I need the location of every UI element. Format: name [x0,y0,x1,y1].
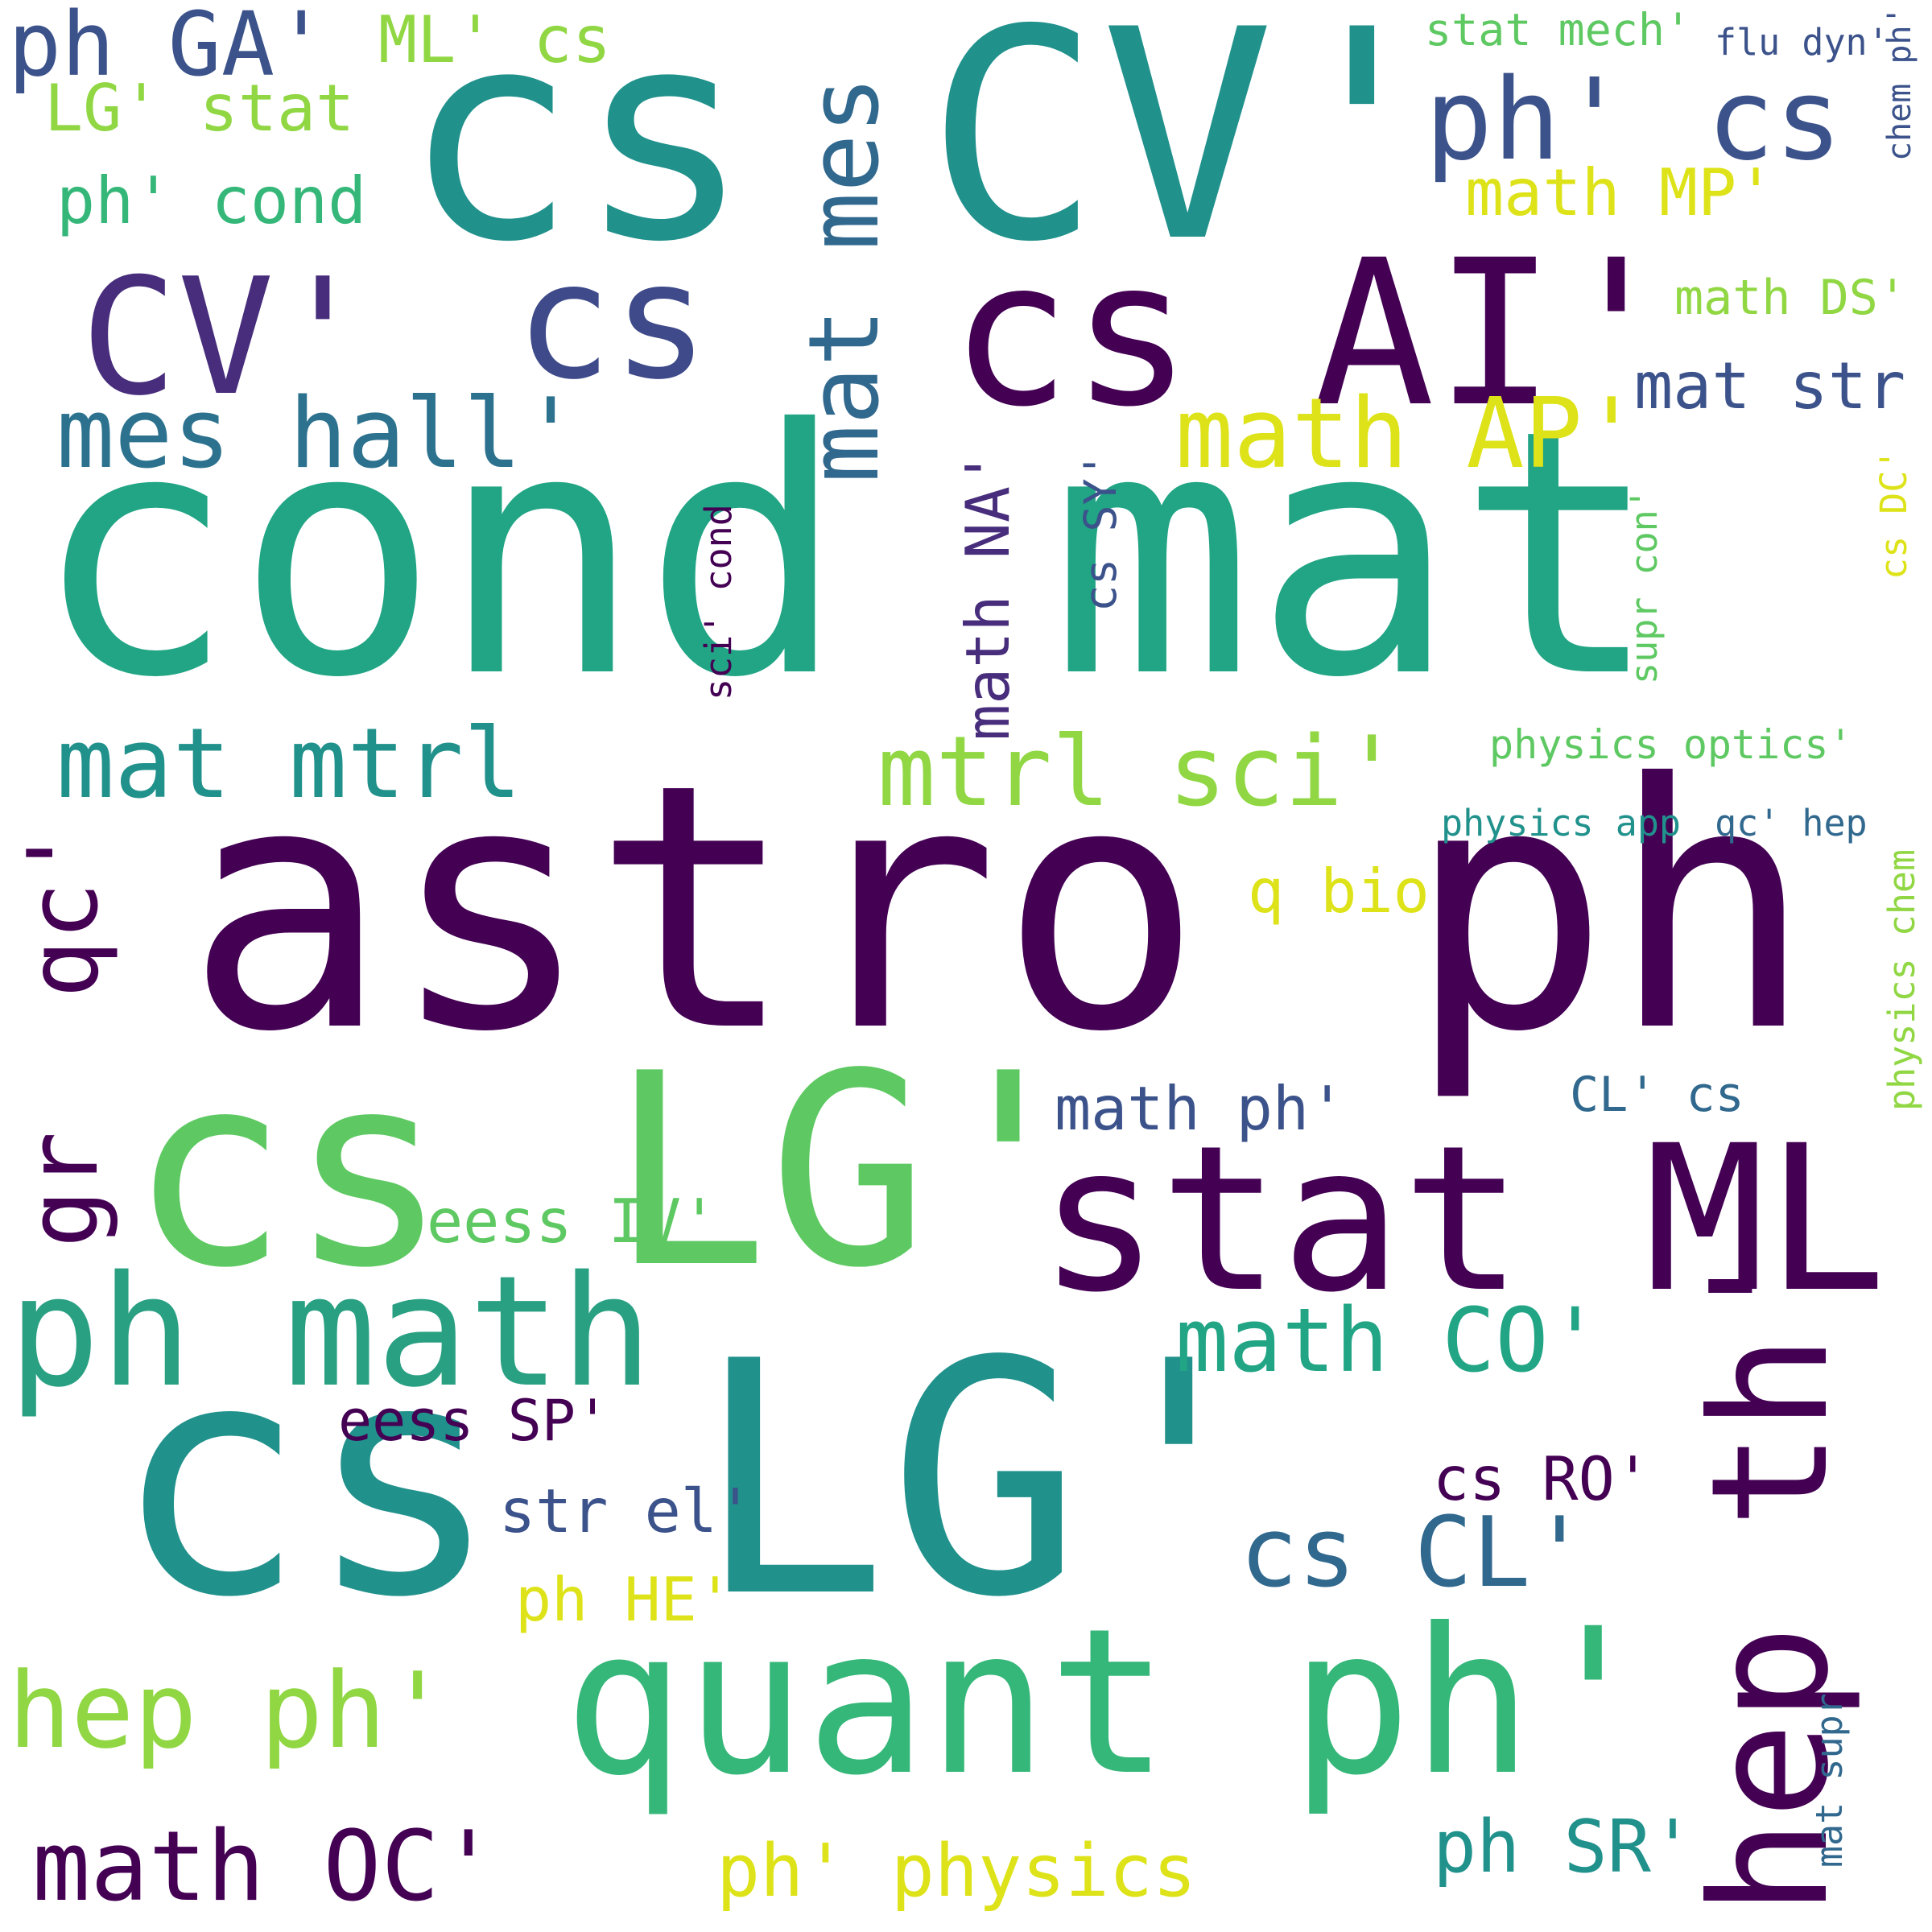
word-physics-app: physics app [1441,802,1682,844]
word-lg-middle: cs LG' [129,1017,1089,1326]
word-cs-cl: cs CL' [1240,1497,1589,1609]
word-cs-right: cs [1707,55,1843,186]
word-math-oc: math OC' [32,1811,497,1923]
word-cv: CV' [80,244,372,431]
word-cond-mat: cond mat [32,358,1661,752]
word-qc-hep: qc' hep [1715,802,1868,844]
word-physics-optics: physics optics' [1489,721,1853,768]
word-supr-con: supr con' [1623,488,1666,684]
word-ph-math: ph math [8,1243,653,1421]
word-mat-mes: mat mes [789,76,901,483]
word-physics-chem: physics chem [1880,848,1923,1111]
word-q-bio: q bio [1248,856,1430,927]
word-mat-mtrl: mat mtrl [56,708,522,820]
word-mat-supr: mat supr [1808,1693,1851,1868]
word-cs-sy: cs SY' [1075,452,1126,612]
word-cs-ro: cs RO' [1433,1443,1651,1514]
word-math-ds: math DS' [1674,270,1907,326]
word-cs-lg-bottom: cs LG' [113,1294,1276,1668]
word-hep-ph: hep ph' [8,1649,449,1772]
word-sci-cond: sci' cond [697,504,740,700]
word-cs-cv: cs CV' [402,0,1450,305]
word-stat-mech: stat mech' [1425,4,1692,56]
word-eess-iv: eess IV' [427,1186,718,1257]
word-math-mp: math MP' [1465,155,1776,230]
word-mat-str: mat str [1634,349,1906,423]
word-ml-cs: ML' cs [378,2,611,77]
word-mes-hall: mes hall' [56,378,580,490]
word-gr: gr [8,1131,120,1249]
word-astro-ph: astro ph [185,712,1814,1106]
word-quant-ph: quant ph' [564,1585,1654,1819]
word-cs-ai: cs AI' [950,217,1678,451]
word-eess-sp: eess SP' [338,1388,610,1454]
word-cs-upper: cs [515,228,709,415]
word-math-ap: math AP' [1175,378,1641,490]
word-chem-ph: chem ph' [1881,6,1918,161]
word-ph-he: ph HE' [515,1564,733,1635]
word-ph-cond: ph' cond [56,163,367,238]
word-str-el: str el' [499,1476,754,1546]
word-qc: qc' [8,824,120,998]
word-cs-dc: cs DC' [1872,448,1915,580]
word-ph-sr: ph SR' [1433,1805,1695,1889]
word-flu-dyn: flu dyn' [1715,21,1889,64]
word-mtrl-sci: mtrl sci' [877,716,1402,828]
word-ph-physics: ph' physics [716,1829,1197,1913]
word-math-na: math NA' [952,449,1023,741]
word-ph-right: ph' [1425,55,1629,186]
word-stat-ml: stat ML' [1038,1102,1932,1336]
word-math-ph: math ph' [1055,1073,1346,1144]
word-lg-stat: LG' stat [44,71,355,146]
word-math-co: math CO' [1175,1289,1602,1392]
word-cl-cs: CL' cs [1570,1067,1744,1123]
word-ph-ga: ph GA' [8,0,328,96]
